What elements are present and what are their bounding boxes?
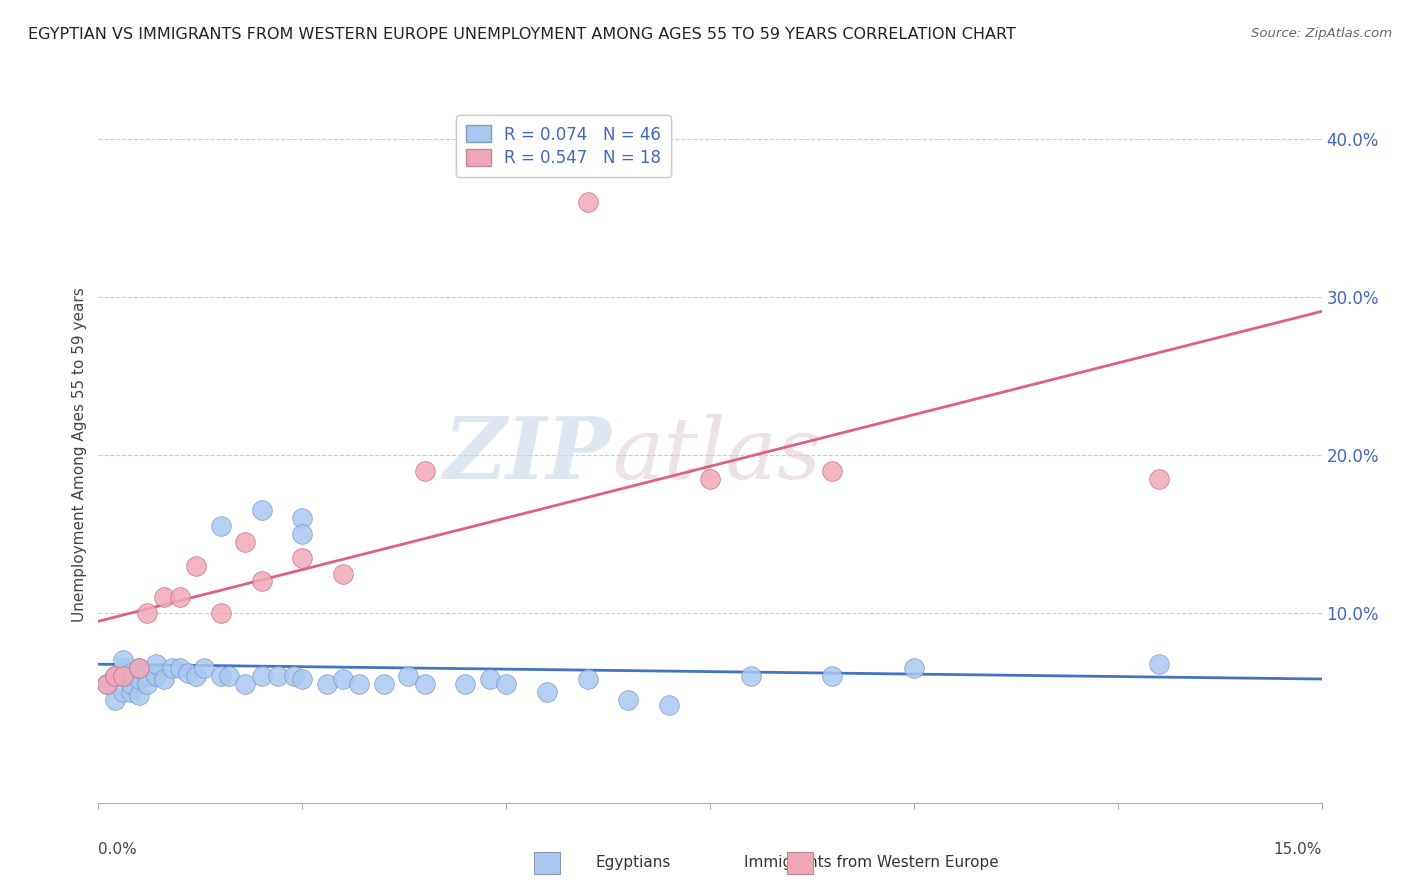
- Point: [209, 606, 232, 620]
- Point: [120, 677, 142, 691]
- Point: [536, 685, 558, 699]
- Point: [152, 673, 174, 687]
- Point: [145, 657, 167, 671]
- Text: atlas: atlas: [612, 414, 821, 496]
- Text: EGYPTIAN VS IMMIGRANTS FROM WESTERN EUROPE UNEMPLOYMENT AMONG AGES 55 TO 59 YEAR: EGYPTIAN VS IMMIGRANTS FROM WESTERN EURO…: [28, 27, 1017, 42]
- Point: [617, 693, 640, 707]
- Point: [291, 673, 314, 687]
- Point: [1147, 472, 1170, 486]
- Point: [120, 666, 142, 681]
- Point: [250, 669, 273, 683]
- Point: [111, 669, 134, 683]
- Point: [104, 669, 127, 683]
- Point: [111, 661, 134, 675]
- Point: [111, 653, 134, 667]
- Point: [111, 685, 134, 699]
- Point: [193, 661, 215, 675]
- Text: 0.0%: 0.0%: [98, 842, 138, 857]
- Point: [128, 661, 150, 675]
- Point: [104, 669, 127, 683]
- Point: [169, 591, 191, 605]
- Point: [413, 464, 436, 478]
- Point: [250, 574, 273, 589]
- Point: [373, 677, 395, 691]
- Point: [821, 669, 844, 683]
- Point: [96, 677, 118, 691]
- Point: [576, 194, 599, 209]
- Point: [495, 677, 517, 691]
- Point: [454, 677, 477, 691]
- Text: Immigrants from Western Europe: Immigrants from Western Europe: [744, 855, 1000, 870]
- Point: [699, 472, 721, 486]
- Point: [128, 688, 150, 702]
- Point: [821, 464, 844, 478]
- Point: [1147, 657, 1170, 671]
- Point: [186, 558, 208, 573]
- Point: [160, 661, 183, 675]
- Point: [267, 669, 290, 683]
- Point: [136, 677, 159, 691]
- Point: [291, 550, 314, 565]
- Point: [96, 677, 118, 691]
- Point: [291, 527, 314, 541]
- Point: [233, 677, 256, 691]
- Point: [291, 511, 314, 525]
- Point: [283, 669, 305, 683]
- Point: [396, 669, 419, 683]
- Point: [186, 669, 208, 683]
- Point: [740, 669, 762, 683]
- Point: [136, 669, 159, 683]
- Point: [332, 566, 354, 581]
- Point: [128, 661, 150, 675]
- Point: [250, 503, 273, 517]
- Point: [128, 673, 150, 687]
- Point: [903, 661, 925, 675]
- Text: Egyptians: Egyptians: [595, 855, 671, 870]
- Point: [349, 677, 371, 691]
- Point: [152, 591, 174, 605]
- Point: [658, 698, 681, 712]
- Text: ZIP: ZIP: [444, 413, 612, 497]
- Point: [209, 669, 232, 683]
- Text: Source: ZipAtlas.com: Source: ZipAtlas.com: [1251, 27, 1392, 40]
- Legend: R = 0.074   N = 46, R = 0.547   N = 18: R = 0.074 N = 46, R = 0.547 N = 18: [456, 115, 671, 177]
- Point: [413, 677, 436, 691]
- Text: 15.0%: 15.0%: [1274, 842, 1322, 857]
- Point: [478, 673, 501, 687]
- Point: [136, 606, 159, 620]
- Point: [233, 534, 256, 549]
- Point: [169, 661, 191, 675]
- Y-axis label: Unemployment Among Ages 55 to 59 years: Unemployment Among Ages 55 to 59 years: [72, 287, 87, 623]
- Point: [218, 669, 240, 683]
- Point: [120, 685, 142, 699]
- Point: [177, 666, 200, 681]
- Point: [104, 693, 127, 707]
- Point: [145, 669, 167, 683]
- Point: [315, 677, 337, 691]
- Point: [576, 673, 599, 687]
- Point: [332, 673, 354, 687]
- Point: [209, 519, 232, 533]
